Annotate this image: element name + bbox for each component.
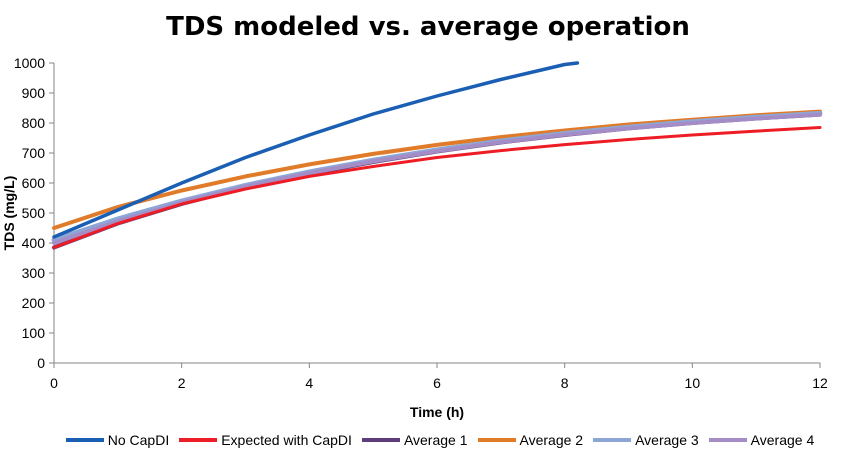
- legend-swatch: [477, 438, 516, 442]
- y-tick-label: 800: [22, 115, 46, 131]
- x-tick-label: 8: [561, 375, 569, 391]
- x-tick-label: 12: [812, 375, 828, 391]
- series-line-average-3: [51, 110, 823, 243]
- y-tick-label: 0: [37, 355, 45, 371]
- x-tick-label: 4: [305, 375, 313, 391]
- legend-item: Average 1: [361, 432, 468, 448]
- y-tick-label: 700: [22, 145, 46, 161]
- y-tick-label: 300: [22, 265, 46, 281]
- x-tick-label: 2: [178, 375, 186, 391]
- y-tick-label: 100: [22, 325, 46, 341]
- legend-item: Average 2: [477, 432, 584, 448]
- y-tick-label: 1000: [14, 55, 45, 71]
- legend-item: Expected with CapDI: [179, 432, 352, 448]
- y-tick-label: 400: [22, 235, 46, 251]
- legend-swatch: [708, 438, 747, 442]
- x-tick-label: 10: [685, 375, 701, 391]
- y-tick-label: 900: [22, 85, 46, 101]
- y-tick-label: 200: [22, 295, 46, 311]
- series-line-expected-with-capdi: [52, 126, 822, 249]
- legend-label: Expected with CapDI: [221, 432, 352, 448]
- x-axis-label: Time (h): [410, 404, 464, 420]
- legend-swatch: [65, 438, 104, 442]
- legend-label: Average 2: [519, 432, 584, 448]
- legend-swatch: [179, 438, 218, 442]
- x-tick-label: 0: [50, 375, 58, 391]
- legend-item: Average 3: [593, 432, 699, 448]
- y-tick-label: 500: [22, 205, 46, 221]
- legend-item: No CapDI: [65, 432, 170, 448]
- axes: 0 100 200 300 400 500 600 700 800 900 1000 0 2 4 6 8 10 1…: [14, 55, 828, 391]
- y-tick-label: 600: [22, 175, 46, 191]
- legend-label: No CapDI: [107, 432, 170, 448]
- legend: No CapDI Expected with CapDI Average 1 Aver…: [40, 432, 840, 448]
- legend-item: Average 4: [708, 432, 815, 448]
- x-tick-label: 6: [433, 375, 441, 391]
- legend-swatch: [593, 438, 632, 442]
- series-line-no-capdi: [52, 61, 580, 239]
- series-layer: [51, 61, 823, 250]
- legend-label: Average 4: [750, 432, 815, 448]
- legend-label: Average 1: [403, 432, 468, 448]
- chart-title: TDS modeled vs. average operation: [166, 12, 690, 42]
- legend-swatch: [361, 438, 400, 442]
- y-axis-label: TDS (mg/L): [1, 176, 17, 251]
- legend-label: Average 3: [635, 432, 699, 448]
- series-line-average-2: [52, 109, 822, 230]
